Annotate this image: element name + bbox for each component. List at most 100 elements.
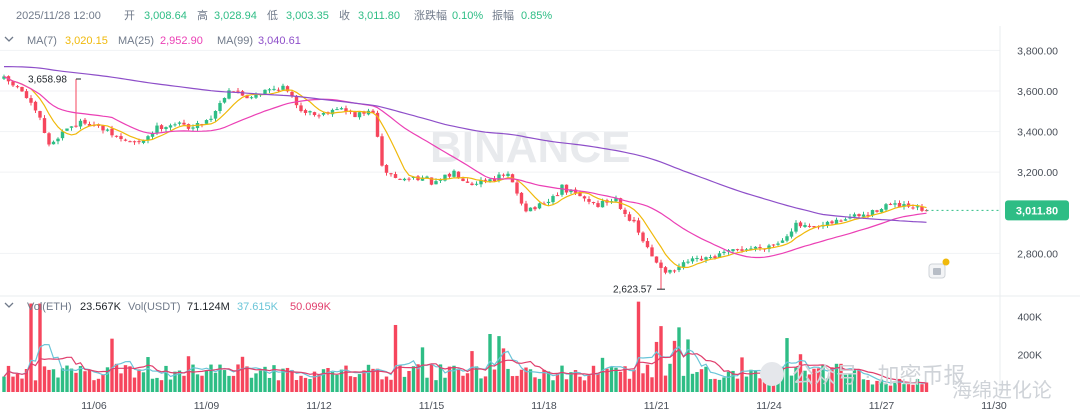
volume-bar: [807, 374, 812, 392]
date-tick-label: 11/12: [306, 400, 332, 412]
change-value: 0.10%: [452, 10, 483, 22]
candle-body: [380, 136, 384, 166]
candle-body: [672, 270, 677, 272]
candle-body: [866, 214, 870, 216]
candle-body: [24, 91, 29, 99]
ma99-line: [4, 65, 927, 223]
candle-body: [839, 220, 843, 222]
volume-bar: [879, 379, 884, 392]
candle-body: [20, 86, 24, 92]
ma99-label: MA(99): [217, 35, 253, 47]
volume-bar: [866, 379, 870, 392]
candle-body: [758, 247, 762, 249]
volume-bar: [623, 366, 627, 392]
candle-body: [425, 176, 429, 179]
volume-bar: [852, 370, 857, 392]
candle-body: [920, 206, 924, 211]
chevron-down-icon[interactable]: [4, 36, 14, 42]
candle-body: [555, 195, 560, 197]
candle-body: [452, 170, 456, 177]
candle-body: [249, 97, 254, 99]
candle-body: [173, 124, 177, 126]
volume-bar: [249, 377, 254, 392]
volume-bar: [515, 375, 519, 392]
candle-body: [132, 141, 137, 143]
volume-bar: [159, 380, 164, 392]
volume-bar: [470, 351, 474, 392]
volume-bar: [344, 365, 348, 392]
date-tick-label: 11/18: [531, 400, 557, 412]
candle-body: [407, 178, 411, 180]
candle-body: [177, 122, 182, 124]
candle-body: [182, 122, 186, 125]
volume-bar: [155, 377, 159, 392]
volume-bar: [267, 377, 272, 392]
ma-legend[interactable]: MA(7) 3,020.15 MA(25) 2,952.90 MA(99) 3,…: [4, 35, 301, 47]
candle-body: [114, 135, 119, 137]
calculator-icon[interactable]: [928, 258, 950, 279]
volume-bar: [425, 377, 429, 392]
price-tick-label: 3,400.00: [1017, 127, 1058, 139]
candle-body: [357, 112, 362, 118]
candle-body: [128, 141, 132, 143]
volume-legend[interactable]: Vol(ETH) 23.567K Vol(USDT) 71.124M 37.61…: [4, 301, 332, 313]
volume-bar: [749, 369, 753, 392]
candle-body: [551, 196, 555, 203]
date-tick-label: 11/09: [194, 400, 220, 412]
volume-bar: [488, 334, 492, 392]
candle-body: [101, 125, 105, 131]
high-low-markers: 3,658.98 2,623.57: [28, 74, 1000, 296]
volume-bar: [2, 376, 6, 392]
volume-bar: [533, 377, 537, 392]
candle-body: [636, 220, 641, 233]
volume-bar: [627, 378, 632, 392]
volume-bar: [218, 364, 222, 392]
candle-body: [578, 192, 582, 197]
candle-body: [587, 199, 591, 202]
volume-bar: [294, 380, 299, 392]
ma99-value: 3,040.61: [258, 35, 301, 47]
candle-body: [398, 178, 402, 180]
candle-body: [470, 183, 474, 186]
volume-bar: [537, 378, 542, 392]
last-price-badge: [1005, 200, 1069, 221]
candle-body: [744, 249, 749, 251]
volume-bar: [546, 371, 551, 392]
volume-bar: [402, 376, 407, 392]
candle-body: [483, 179, 488, 181]
candle-body: [290, 91, 294, 96]
candle-body: [686, 261, 690, 263]
volume-bar: [587, 375, 591, 392]
volume-bar: [672, 340, 677, 392]
volume-bar: [398, 364, 402, 392]
volume-bar: [353, 377, 357, 392]
volume-bar: [101, 374, 105, 392]
volume-bar: [434, 380, 438, 392]
candle-body: [596, 203, 600, 207]
volume-bar: [479, 378, 483, 392]
open-label: 开: [124, 10, 135, 22]
candle-body: [911, 207, 915, 209]
volume-bar: [722, 377, 726, 392]
candle-body: [771, 244, 776, 246]
candle-body: [915, 206, 920, 208]
vol-ma1-value: 37.615K: [237, 301, 279, 313]
volume-bar: [461, 375, 465, 392]
chevron-down-icon[interactable]: [4, 302, 14, 308]
candle-body: [317, 115, 321, 117]
candle-body: [119, 136, 123, 140]
volume-bar: [465, 373, 470, 392]
volume-tick-label: 200K: [1017, 349, 1042, 361]
candle-body: [209, 118, 213, 120]
volume-bar: [884, 383, 888, 392]
candle-body: [15, 86, 20, 88]
price-tick-label: 3,800.00: [1017, 45, 1058, 57]
volume-bar: [717, 379, 722, 392]
volume-bar: [893, 381, 897, 392]
volume-bar: [96, 378, 101, 392]
candle-body: [888, 203, 893, 205]
candle-body: [461, 178, 465, 182]
volume-bar: [303, 377, 308, 392]
volume-bar: [758, 378, 762, 392]
candle-body: [663, 267, 668, 273]
